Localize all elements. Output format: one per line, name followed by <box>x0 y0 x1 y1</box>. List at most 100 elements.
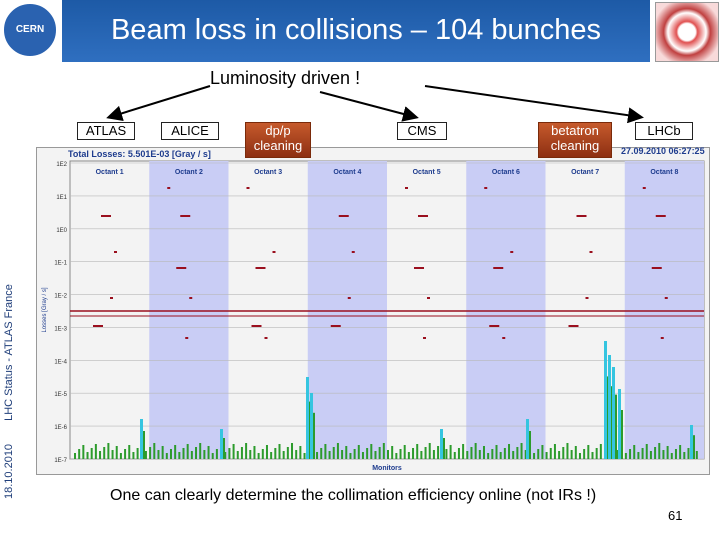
loss-bar <box>453 452 456 459</box>
loss-bar <box>82 445 85 459</box>
loss-bar <box>115 446 118 459</box>
loss-bar <box>153 443 156 459</box>
loss-bar <box>240 447 243 459</box>
loss-bar <box>366 448 369 459</box>
loss-bar <box>674 449 677 459</box>
loss-bar <box>670 453 673 459</box>
threshold-marker <box>246 187 250 189</box>
loss-bar <box>416 444 419 459</box>
slide-title: Beam loss in collisions – 104 bunches <box>110 14 602 46</box>
loss-peak <box>223 438 225 459</box>
header-bar <box>62 0 650 62</box>
loss-peak <box>443 438 445 459</box>
y-tick-label: 1E-2 <box>54 294 67 300</box>
loss-bar <box>86 452 89 459</box>
loss-bar <box>124 449 127 459</box>
threshold-marker <box>423 337 426 339</box>
loss-peak <box>618 389 621 459</box>
y-tick-label: 1E-4 <box>54 359 67 365</box>
threshold-marker <box>347 297 351 299</box>
loss-bar <box>299 446 302 459</box>
loss-bar <box>90 448 93 459</box>
threshold-marker <box>251 325 262 327</box>
loss-bar <box>378 447 381 459</box>
threshold-marker <box>642 187 646 189</box>
plot-timestamp: 27.09.2010 06:27:25 <box>621 146 705 156</box>
threshold-marker <box>93 325 103 327</box>
loss-bar <box>491 449 494 459</box>
loss-bar <box>478 450 481 459</box>
loss-bar <box>245 443 248 459</box>
loss-peak <box>526 419 529 459</box>
threshold-marker <box>101 215 111 217</box>
arrow-atlas <box>106 85 211 122</box>
octant-label: Octant 7 <box>571 169 599 176</box>
threshold-marker <box>189 297 193 299</box>
loss-bar <box>282 451 285 459</box>
loss-bar <box>128 445 131 459</box>
label-dpp-cleaning: dp/p cleaning <box>245 122 311 158</box>
loss-bar <box>253 446 256 459</box>
loss-bar <box>345 446 348 459</box>
loss-peak <box>690 425 693 459</box>
loss-peak <box>310 393 313 459</box>
loss-bar <box>119 453 122 459</box>
loss-bar <box>629 449 632 459</box>
loss-bar <box>270 452 273 459</box>
y-tick-label: 1E-7 <box>54 458 67 464</box>
loss-bar <box>228 448 231 459</box>
header: CERN Beam loss in collisions – 104 bunch… <box>0 0 720 68</box>
loss-bar <box>412 448 415 459</box>
loss-bar <box>370 444 373 459</box>
y-tick-label: 1E-5 <box>54 392 67 398</box>
loss-bar <box>332 447 335 459</box>
loss-bar <box>182 448 185 459</box>
loss-bar <box>203 450 206 459</box>
loss-bar <box>341 450 344 459</box>
threshold-marker <box>484 187 488 189</box>
octant-label: Octant 8 <box>650 169 678 176</box>
loss-peak <box>440 429 443 459</box>
loss-bar <box>149 447 152 459</box>
loss-bar <box>357 445 360 459</box>
loss-bar <box>541 445 544 459</box>
total-losses: Total Losses: 5.501E-03 [Gray / s] <box>68 149 211 159</box>
luminosity-note: Luminosity driven ! <box>210 68 361 88</box>
loss-bar <box>645 444 648 459</box>
threshold-marker <box>272 251 276 253</box>
loss-bar <box>174 445 177 459</box>
loss-bar <box>633 445 636 459</box>
loss-bar <box>353 449 356 459</box>
threshold-marker <box>414 267 424 269</box>
threshold-marker <box>489 325 500 327</box>
loss-bar <box>161 446 164 459</box>
loss-bar <box>616 450 619 459</box>
y-tick-label: 1E2 <box>56 162 67 168</box>
label-betatron-cleaning: betatron cleaning <box>538 122 612 158</box>
threshold-marker <box>493 267 504 269</box>
loss-peak <box>604 341 607 459</box>
loss-bar <box>637 452 640 459</box>
loss-bar <box>641 448 644 459</box>
label-atlas: ATLAS <box>77 122 135 140</box>
loss-bar <box>94 444 97 459</box>
threshold-marker <box>568 325 579 327</box>
page-number: 61 <box>668 508 683 523</box>
blm-plot-svg: Octant 1 Octant 2 Octant 3 Octant 4 Octant 5… <box>42 160 705 472</box>
loss-bar <box>74 453 76 459</box>
loss-bar <box>524 450 527 459</box>
loss-bar <box>695 451 698 459</box>
loss-bar <box>136 448 139 459</box>
threshold-marker <box>185 337 189 339</box>
loss-bar <box>178 452 181 459</box>
loss-peak <box>615 394 617 459</box>
threshold-marker <box>576 215 587 217</box>
loss-bar <box>495 445 498 459</box>
loss-bar <box>466 451 469 459</box>
loss-bar <box>462 444 465 459</box>
arrow-lhcb <box>424 85 644 124</box>
loss-bar <box>320 448 323 459</box>
loss-bar <box>111 450 114 459</box>
loss-bar <box>165 453 168 459</box>
threshold-marker <box>264 337 268 339</box>
